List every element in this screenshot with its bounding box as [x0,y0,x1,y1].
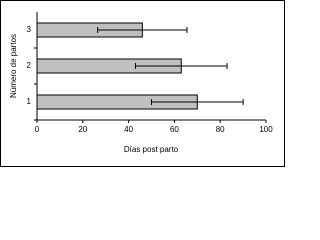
error-bar [97,27,188,33]
y-tick-label: 1 [27,97,32,106]
y-tick-label: 3 [27,25,32,34]
error-bar [134,63,228,69]
x-axis-label: Días post parto [124,145,179,154]
x-tick-label: 60 [170,125,179,134]
x-tick-label: 100 [259,125,273,134]
y-axis-label: Número de partos [9,34,18,98]
y-tick-label: 2 [27,61,32,70]
error-bar [151,99,244,105]
x-tick-label: 80 [216,125,225,134]
x-tick-label: 0 [35,125,40,134]
x-tick-label: 40 [124,125,133,134]
x-tick-label: 20 [78,125,87,134]
chart: Días post parto Número de partos 0 20 40 60… [0,0,285,167]
